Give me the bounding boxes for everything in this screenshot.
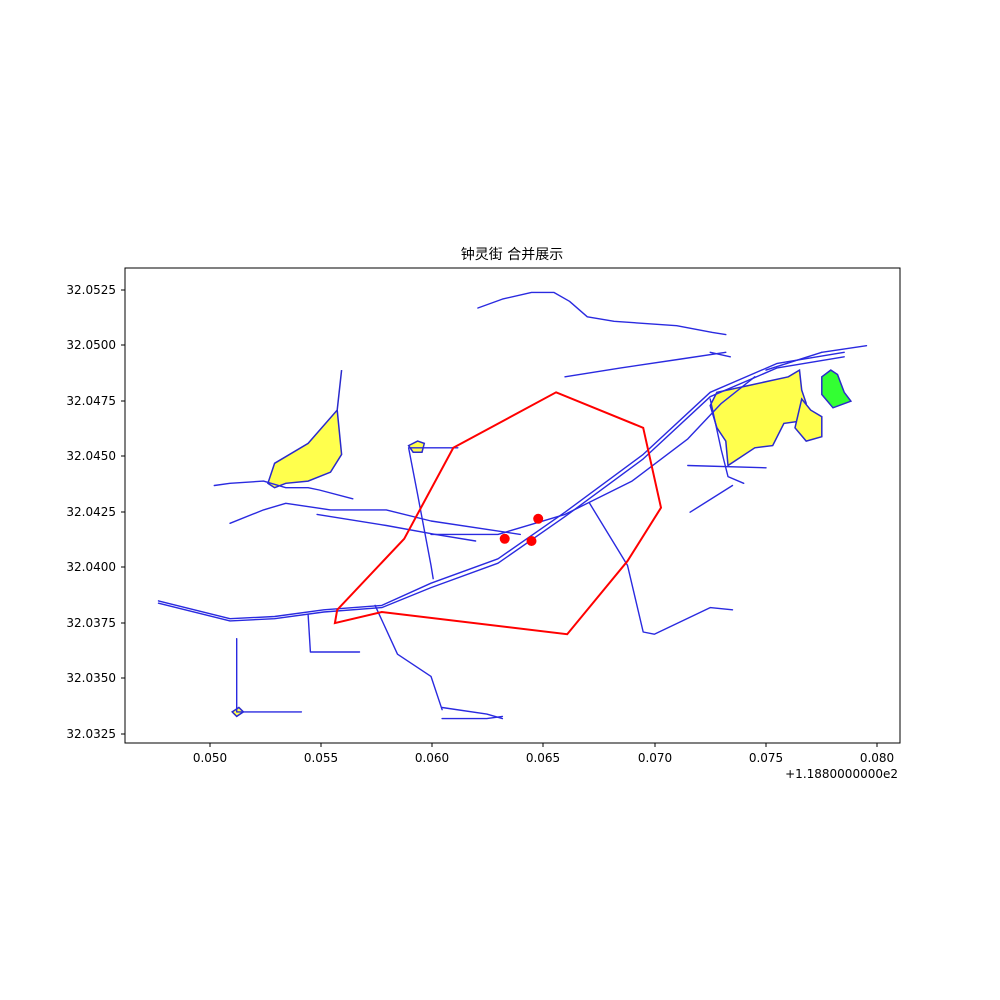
road-line-21 (213, 480, 354, 500)
x-tick-0: 0.050 (193, 743, 227, 765)
y-tick-label-4: 32.0425 (66, 505, 116, 519)
y-tick-4: 32.0425 (66, 505, 125, 519)
y-tick-label-0: 32.0525 (66, 283, 116, 297)
road-line-17 (687, 464, 767, 469)
y-tick-label-2: 32.0475 (66, 394, 116, 408)
point-marker-0 (499, 533, 510, 544)
boundary-polygon-0 (333, 391, 663, 636)
x-offset-label: +1.1880000000e2 (785, 767, 898, 781)
road-line-12 (441, 715, 504, 720)
y-tick-3: 32.0450 (66, 449, 125, 463)
park-polygon-0 (821, 369, 853, 409)
y-tick-label-5: 32.0400 (66, 560, 116, 574)
x-axis: 0.050 0.055 0.060 0.065 0.070 0.075 0.08… (193, 743, 898, 781)
x-tick-label-6: 0.080 (860, 751, 894, 765)
road-line-20 (821, 345, 868, 353)
road-line-13 (307, 613, 361, 653)
landuse-polygon-3 (407, 440, 426, 453)
y-tick-6: 32.0375 (66, 616, 125, 630)
road-line-5 (229, 502, 521, 536)
y-axis: 32.0525 32.0500 32.0475 32.0450 32.0425 … (66, 283, 125, 741)
road-line-14 (235, 638, 303, 713)
road-line-6 (430, 376, 756, 536)
road-line-15 (588, 502, 734, 635)
y-tick-5: 32.0400 (66, 560, 125, 574)
x-tick-label-2: 0.060 (415, 751, 449, 765)
x-tick-label-5: 0.075 (749, 751, 783, 765)
y-tick-label-7: 32.0350 (66, 671, 116, 685)
y-tick-2: 32.0475 (66, 394, 125, 408)
park-layer (821, 369, 853, 409)
x-tick-label-0: 0.050 (193, 751, 227, 765)
y-tick-0: 32.0525 (66, 283, 125, 297)
x-tick-5: 0.075 (749, 743, 783, 765)
road-line-19 (765, 351, 823, 371)
point-marker-2 (526, 536, 537, 546)
road-line-7 (316, 513, 477, 542)
x-tick-1: 0.055 (304, 743, 338, 765)
x-tick-3: 0.065 (526, 743, 560, 765)
roads-layer (157, 291, 868, 720)
landuse-polygon-2 (794, 397, 823, 442)
y-tick-label-8: 32.0325 (66, 727, 116, 741)
road-line-3 (709, 351, 731, 358)
axes-frame (124, 267, 901, 744)
boundary-layer (333, 391, 663, 636)
road-line-2 (477, 291, 727, 336)
road-line-4 (564, 351, 727, 378)
road-line-0 (157, 351, 845, 620)
road-line-10 (374, 604, 443, 711)
points-layer (499, 513, 544, 546)
y-tick-8: 32.0325 (66, 727, 125, 741)
x-tick-label-3: 0.065 (526, 751, 560, 765)
y-tick-label-3: 32.0450 (66, 449, 116, 463)
y-tick-7: 32.0350 (66, 671, 125, 685)
x-tick-4: 0.070 (638, 743, 672, 765)
x-tick-label-4: 0.070 (638, 751, 672, 765)
y-tick-label-1: 32.0500 (66, 338, 116, 352)
axes-background (125, 268, 900, 743)
road-line-16 (689, 484, 734, 513)
road-line-18 (709, 398, 745, 484)
plot-area (124, 267, 901, 744)
map-title: 钟灵街 合并展示 (461, 246, 563, 263)
x-tick-label-1: 0.055 (304, 751, 338, 765)
point-marker-1 (533, 513, 544, 524)
y-tick-1: 32.0500 (66, 338, 125, 352)
road-line-8 (407, 447, 434, 580)
x-tick-2: 0.060 (415, 743, 449, 765)
y-tick-label-6: 32.0375 (66, 616, 116, 630)
x-tick-6: 0.080 (860, 743, 894, 765)
road-line-1 (157, 356, 845, 622)
